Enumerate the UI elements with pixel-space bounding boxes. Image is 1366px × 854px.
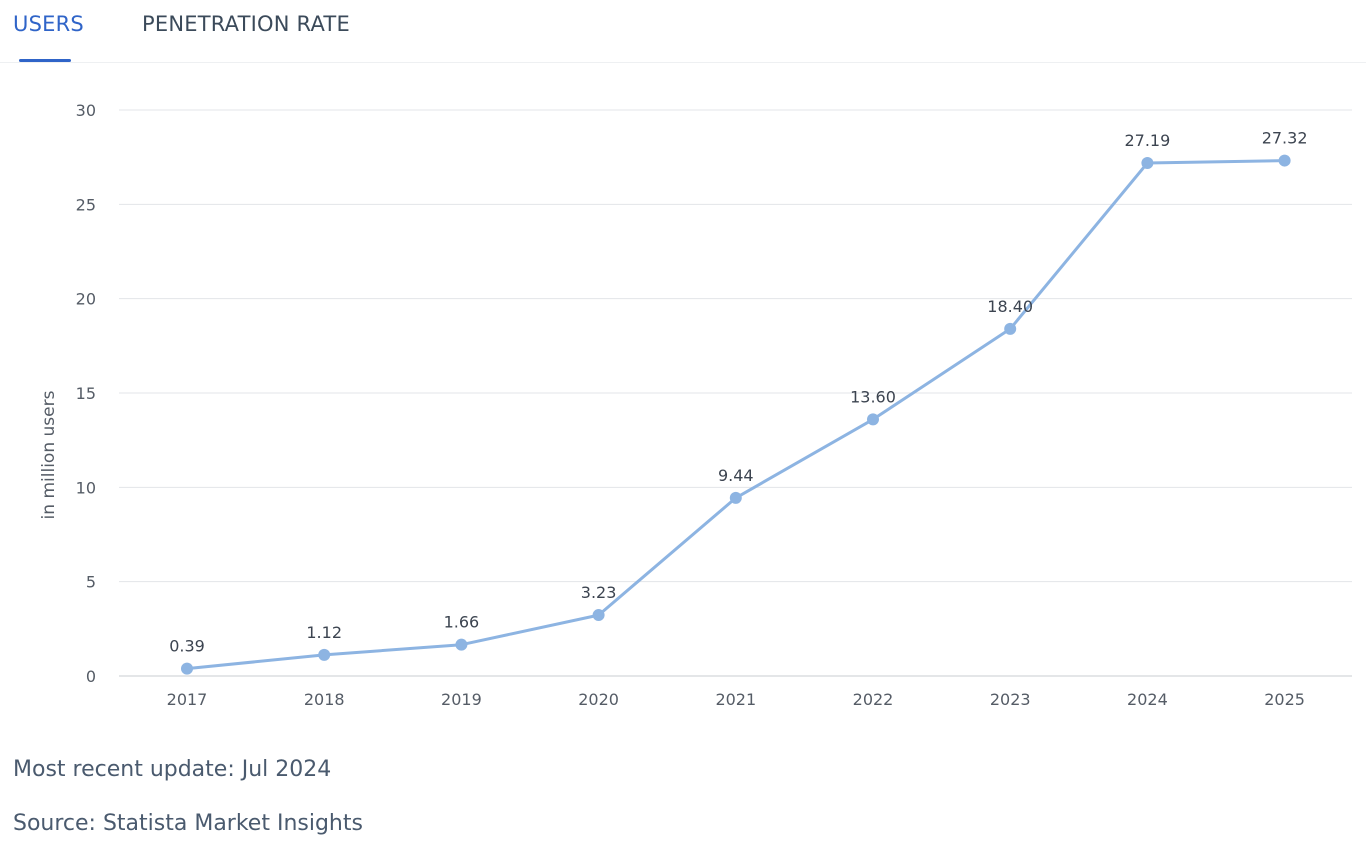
y-axis-label: in million users	[39, 390, 59, 519]
data-label: 18.40	[987, 297, 1033, 316]
data-label: 1.12	[306, 623, 342, 642]
data-point[interactable]	[181, 662, 193, 675]
data-point[interactable]	[1004, 322, 1017, 335]
gridlines	[119, 109, 1352, 677]
y-tick-label: 5	[86, 573, 96, 592]
y-tick-label: 25	[76, 195, 96, 214]
data-point[interactable]	[1278, 154, 1291, 167]
y-tick-label: 15	[76, 384, 96, 403]
tab-bar: USERS PENETRATION RATE	[0, 0, 1366, 63]
data-label: 27.32	[1262, 129, 1308, 148]
data-point[interactable]	[455, 638, 468, 651]
x-tick-label: 2021	[715, 690, 756, 709]
x-tick-label: 2017	[167, 690, 208, 709]
y-tick-label: 30	[76, 101, 96, 120]
active-tab-indicator	[19, 59, 71, 62]
x-tick-label: 2025	[1264, 690, 1305, 709]
x-tick-label: 2020	[578, 690, 619, 709]
data-point[interactable]	[592, 609, 605, 622]
source-note: Source: Statista Market Insights	[13, 811, 363, 836]
data-point[interactable]	[318, 648, 331, 661]
series-line	[185, 159, 1287, 671]
y-tick-label: 10	[76, 478, 96, 497]
data-labels: 0.39 1.12 1.66 3.23 9.44 13.60 18.40 27.19 27.32	[169, 129, 1307, 656]
x-tick-label: 2024	[1127, 690, 1168, 709]
data-label: 13.60	[850, 387, 896, 406]
x-tick-label: 2019	[441, 690, 482, 709]
data-point[interactable]	[867, 413, 879, 426]
x-axis-ticks: 2017 2018 2019 2020 2021 2022 2023 2024 2025	[167, 690, 1305, 709]
x-tick-label: 2022	[853, 690, 894, 709]
x-tick-label: 2023	[990, 690, 1031, 709]
data-label: 9.44	[718, 466, 754, 485]
y-tick-label: 20	[76, 290, 96, 309]
y-tick-label: 0	[86, 667, 96, 686]
series-line-path	[185, 159, 1287, 671]
data-label: 0.39	[169, 637, 205, 656]
y-axis-ticks: 0 5 10 15 20 25 30	[76, 101, 96, 686]
data-point[interactable]	[729, 491, 742, 504]
data-point[interactable]	[1141, 157, 1154, 170]
tab-users[interactable]: USERS	[13, 12, 84, 36]
x-tick-label: 2018	[304, 690, 345, 709]
data-label: 3.23	[581, 583, 617, 602]
data-label: 27.19	[1124, 131, 1170, 150]
tab-penetration-rate[interactable]: PENETRATION RATE	[142, 12, 350, 36]
data-points	[181, 154, 1291, 675]
data-label: 1.66	[444, 613, 480, 632]
update-note: Most recent update: Jul 2024	[13, 757, 332, 782]
